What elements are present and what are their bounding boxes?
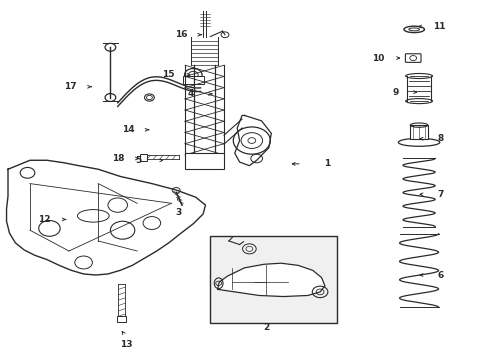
Text: 12: 12 bbox=[38, 215, 51, 224]
Text: 4: 4 bbox=[187, 89, 194, 98]
Text: 1: 1 bbox=[324, 159, 330, 168]
Bar bbox=[210, 235, 336, 323]
Text: 16: 16 bbox=[175, 30, 187, 39]
Text: 10: 10 bbox=[372, 54, 384, 63]
Text: 9: 9 bbox=[392, 87, 398, 96]
Bar bbox=[184, 153, 224, 169]
Text: 6: 6 bbox=[437, 270, 443, 279]
Text: 15: 15 bbox=[162, 71, 174, 80]
Bar bbox=[117, 316, 126, 321]
FancyBboxPatch shape bbox=[405, 54, 420, 62]
Text: 5: 5 bbox=[135, 156, 142, 165]
Bar bbox=[140, 154, 147, 161]
Text: 7: 7 bbox=[437, 190, 443, 199]
Text: 3: 3 bbox=[175, 208, 182, 217]
Text: 17: 17 bbox=[64, 82, 77, 91]
Text: 13: 13 bbox=[120, 341, 132, 350]
Text: 11: 11 bbox=[432, 22, 445, 31]
Text: 2: 2 bbox=[263, 323, 269, 332]
Text: 8: 8 bbox=[437, 134, 443, 143]
Text: 14: 14 bbox=[122, 125, 134, 134]
Bar bbox=[409, 125, 427, 139]
Polygon shape bbox=[217, 263, 325, 297]
Bar bbox=[182, 76, 203, 84]
Text: 18: 18 bbox=[112, 154, 124, 163]
